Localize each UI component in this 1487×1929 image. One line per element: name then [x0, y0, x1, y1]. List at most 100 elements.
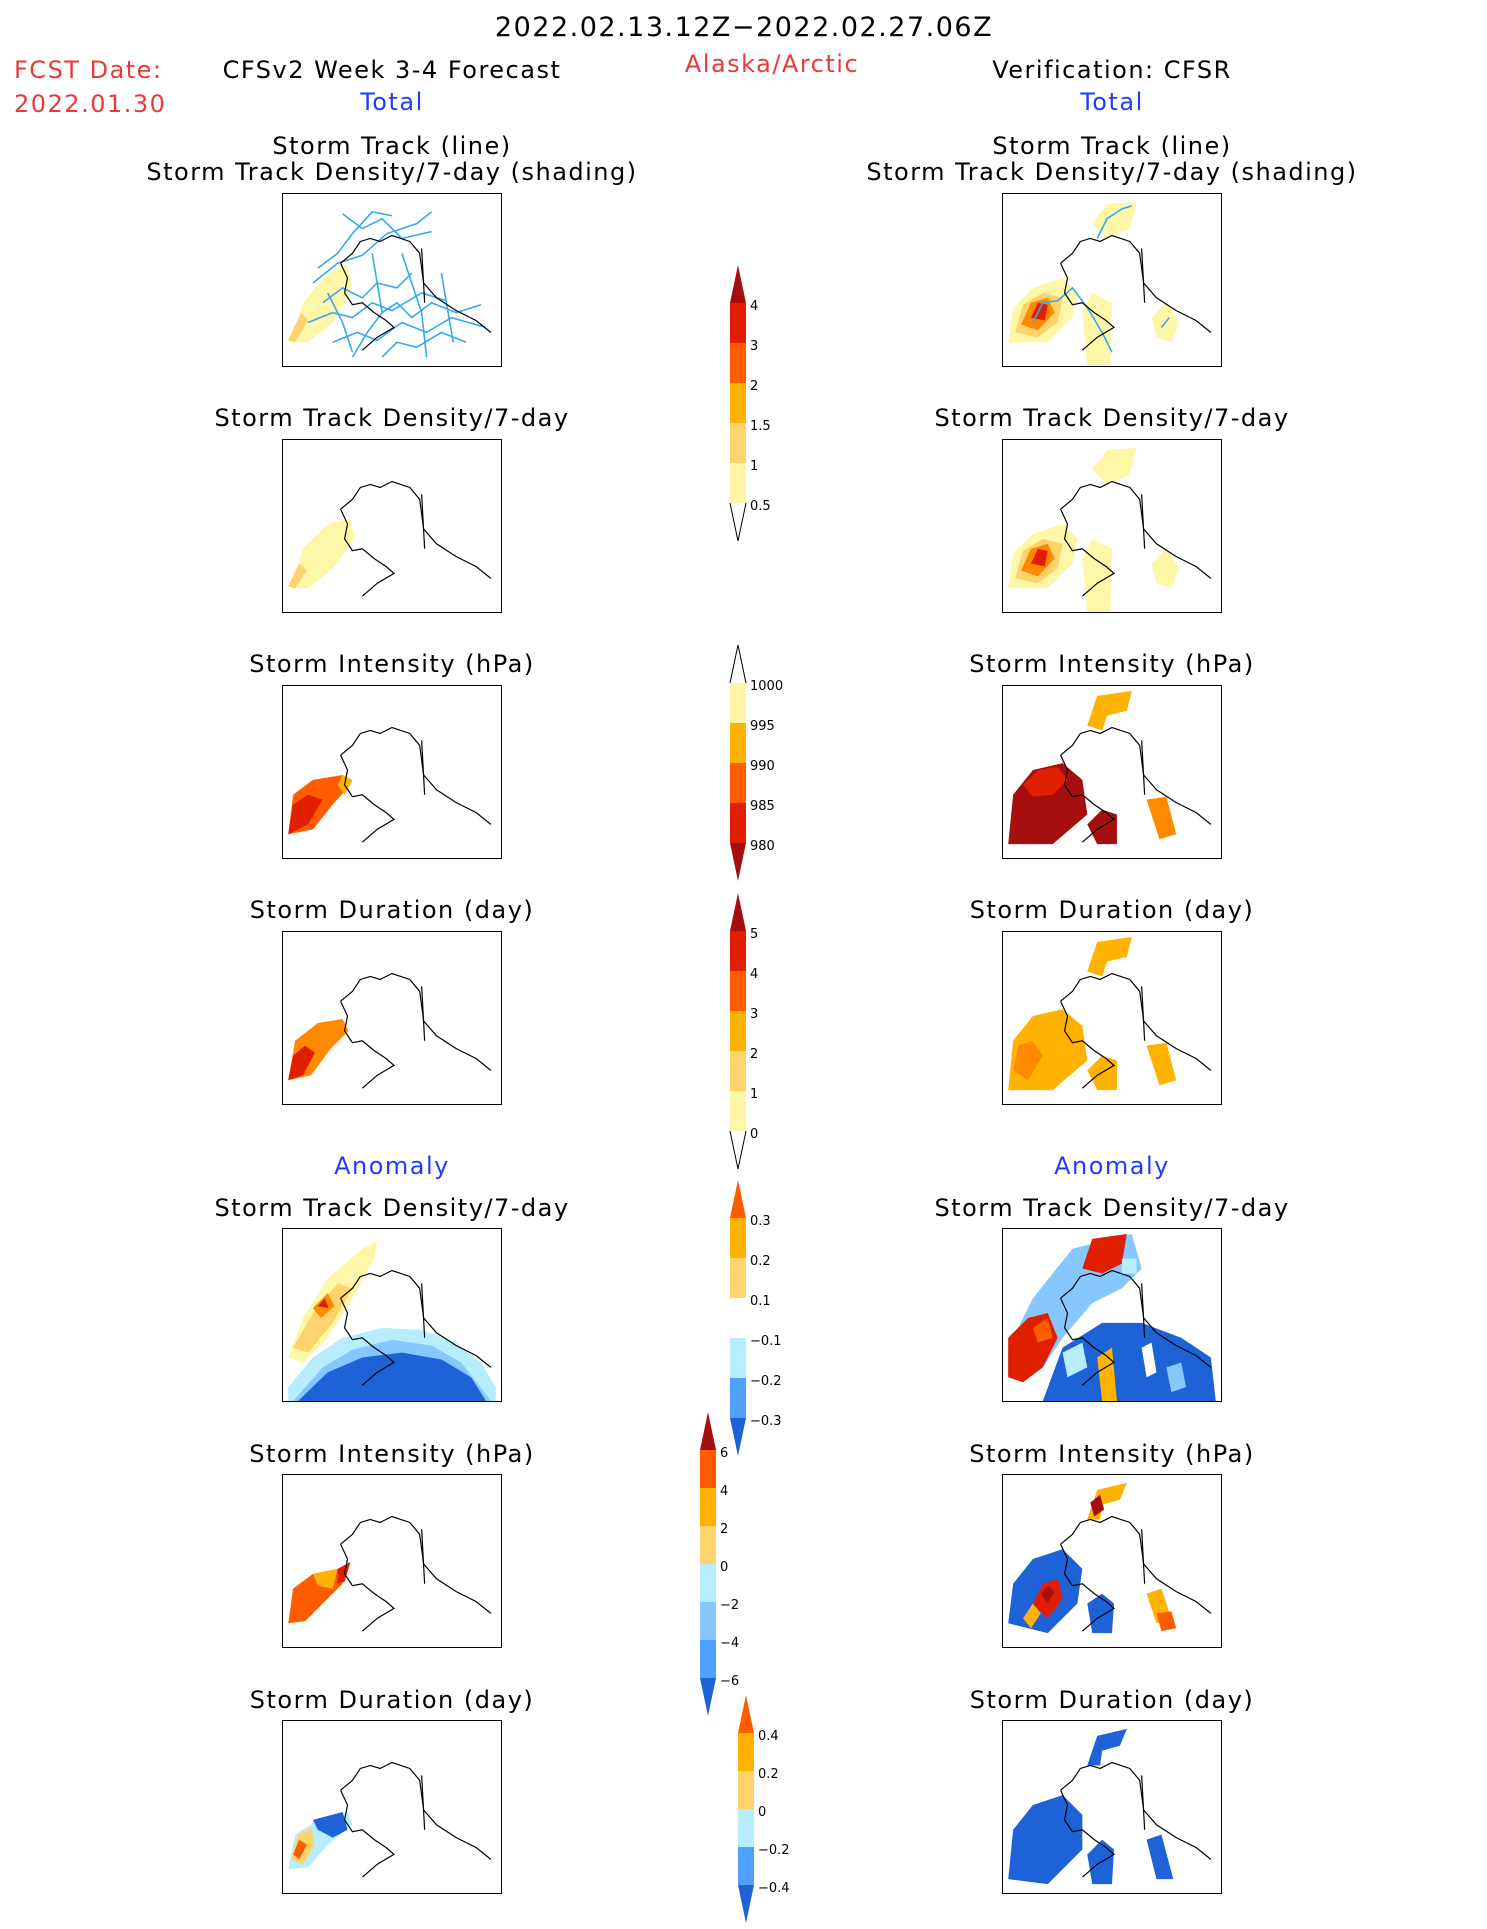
coastline — [1060, 1515, 1212, 1632]
left-p4-title: Storm Duration (day) — [249, 896, 535, 924]
right-p3-title: Storm Intensity (hPa) — [969, 650, 1255, 678]
right-map-intensity — [1002, 685, 1222, 859]
cb2-tick-1000: 1000 — [750, 679, 783, 694]
colorbar-total-track-density: 4 3 2 1.5 1 0.5 — [720, 265, 800, 549]
cb3-tick-3: 3 — [750, 1007, 758, 1022]
cb2-tick-990: 990 — [750, 759, 775, 774]
storm-track-lines — [1032, 205, 1170, 353]
right-anomaly-heading: Anomaly — [1054, 1152, 1170, 1180]
coastline — [340, 726, 492, 843]
right-map-1-svg — [1008, 201, 1212, 366]
left-p3-title: Storm Intensity (hPa) — [249, 650, 535, 678]
cb3-tick-0: 0 — [750, 1127, 758, 1142]
right-total-label: Total — [1080, 88, 1144, 116]
colorbar-anomaly-duration: 0.4 0.2 0 −0.2 −0.4 — [728, 1695, 808, 1929]
right-p4-title: Storm Duration (day) — [969, 896, 1255, 924]
right-map-duration — [1002, 931, 1222, 1105]
left-p1-title-line1: Storm Track (line) — [272, 132, 512, 160]
cb4-tick-neg-0-2: −0.2 — [750, 1374, 782, 1389]
left-map-track-density — [282, 439, 502, 613]
left-map-anomaly-intensity — [282, 1474, 502, 1648]
cb6-tick-0: 0 — [758, 1805, 766, 1820]
right-map-4-svg — [1008, 936, 1212, 1091]
right-p1-title-line2: Storm Track Density/7-day (shading) — [866, 158, 1358, 186]
cb5-tick-neg-4: −4 — [720, 1636, 739, 1651]
left-map-intensity — [282, 685, 502, 859]
cb3-tick-1: 1 — [750, 1087, 758, 1102]
verification-title: Verification: CFSR — [992, 56, 1232, 84]
left-map-duration — [282, 931, 502, 1105]
cb2-tick-995: 995 — [750, 719, 775, 734]
left-map-5-svg — [288, 1240, 496, 1401]
cb1-tick-2: 2 — [750, 379, 758, 394]
period-title: 2022.02.13.12Z−2022.02.27.06Z — [494, 12, 994, 43]
storm-track-lines — [307, 210, 487, 358]
cb1-tick-0-5: 0.5 — [750, 499, 771, 514]
right-map-7-svg — [1008, 1728, 1212, 1885]
fcst-date-value: 2022.01.30 — [14, 90, 167, 118]
right-map-3-svg — [1008, 690, 1212, 845]
cb1-tick-1-5: 1.5 — [750, 419, 771, 434]
cb6-tick-0-2: 0.2 — [758, 1767, 779, 1782]
cb6-tick-0-4: 0.4 — [758, 1729, 779, 1744]
left-map-7-svg — [288, 1761, 492, 1878]
left-p1-title-line2: Storm Track Density/7-day (shading) — [146, 158, 638, 186]
left-map-anomaly-track-density — [282, 1228, 502, 1402]
cb5-tick-6: 6 — [720, 1446, 728, 1461]
coastline — [1060, 726, 1212, 843]
coastline — [340, 1269, 492, 1386]
coastline — [1060, 234, 1212, 351]
left-map-3-svg — [288, 726, 492, 843]
right-p6-title: Storm Intensity (hPa) — [969, 1440, 1255, 1468]
cb3-tick-4: 4 — [750, 967, 758, 982]
cb5-tick-2: 2 — [720, 1522, 728, 1537]
coastline — [1060, 480, 1212, 597]
right-map-anomaly-intensity — [1002, 1474, 1222, 1648]
cb3-tick-2: 2 — [750, 1047, 758, 1062]
colorbar-total-intensity: 1000 995 990 985 980 — [720, 644, 800, 889]
colorbar-anomaly-intensity: 6 4 2 0 −2 −4 −6 — [690, 1412, 770, 1726]
right-map-anomaly-duration — [1002, 1720, 1222, 1894]
coastline — [1060, 972, 1212, 1089]
shade-yellow2 — [288, 312, 308, 343]
coastline — [340, 234, 492, 351]
coastline — [340, 1515, 492, 1632]
left-map-6-svg — [288, 1515, 492, 1632]
left-map-2-svg — [288, 480, 492, 597]
coastline — [340, 1761, 492, 1878]
coastline — [1060, 1761, 1212, 1878]
cb4-tick-neg-0-3: −0.3 — [750, 1414, 782, 1429]
cb6-tick-neg-0-4: −0.4 — [758, 1881, 790, 1896]
coastline — [340, 480, 492, 597]
cb6-tick-neg-0-2: −0.2 — [758, 1843, 790, 1858]
model-title: CFSv2 Week 3-4 Forecast — [222, 56, 562, 84]
left-map-track-density-lines — [282, 193, 502, 367]
cb4-tick-neg-0-1: −0.1 — [750, 1334, 782, 1349]
cb1-tick-3: 3 — [750, 339, 758, 354]
cb5-tick-neg-2: −2 — [720, 1598, 739, 1613]
cb4-tick-0-2: 0.2 — [750, 1254, 771, 1269]
fcst-date-label: FCST Date: — [14, 56, 163, 84]
right-p7-title: Storm Duration (day) — [969, 1686, 1255, 1714]
coastline — [1060, 1269, 1212, 1386]
cb5-tick-0: 0 — [720, 1560, 728, 1575]
cb4-tick-0-3: 0.3 — [750, 1214, 771, 1229]
coastline — [340, 972, 492, 1089]
left-p2-title: Storm Track Density/7-day — [214, 404, 570, 432]
left-p7-title: Storm Duration (day) — [249, 1686, 535, 1714]
cb4-tick-0-1: 0.1 — [750, 1294, 771, 1309]
right-p2-title: Storm Track Density/7-day — [934, 404, 1290, 432]
right-p1-title-line1: Storm Track (line) — [992, 132, 1232, 160]
colorbar-total-duration: 5 4 3 2 1 0 — [720, 893, 800, 1177]
cb3-tick-5: 5 — [750, 927, 758, 942]
left-total-label: Total — [360, 88, 424, 116]
left-map-anomaly-duration — [282, 1720, 502, 1894]
right-p5-title: Storm Track Density/7-day — [934, 1194, 1290, 1222]
cb2-tick-985: 985 — [750, 799, 775, 814]
cb5-tick-neg-6: −6 — [720, 1674, 739, 1689]
left-map-4-svg — [288, 972, 492, 1089]
right-map-2-svg — [1008, 447, 1212, 612]
colorbar-anomaly-track-density: 0.3 0.2 0.1 −0.1 −0.2 −0.3 — [720, 1180, 800, 1464]
cb5-tick-4: 4 — [720, 1484, 728, 1499]
left-anomaly-heading: Anomaly — [334, 1152, 450, 1180]
